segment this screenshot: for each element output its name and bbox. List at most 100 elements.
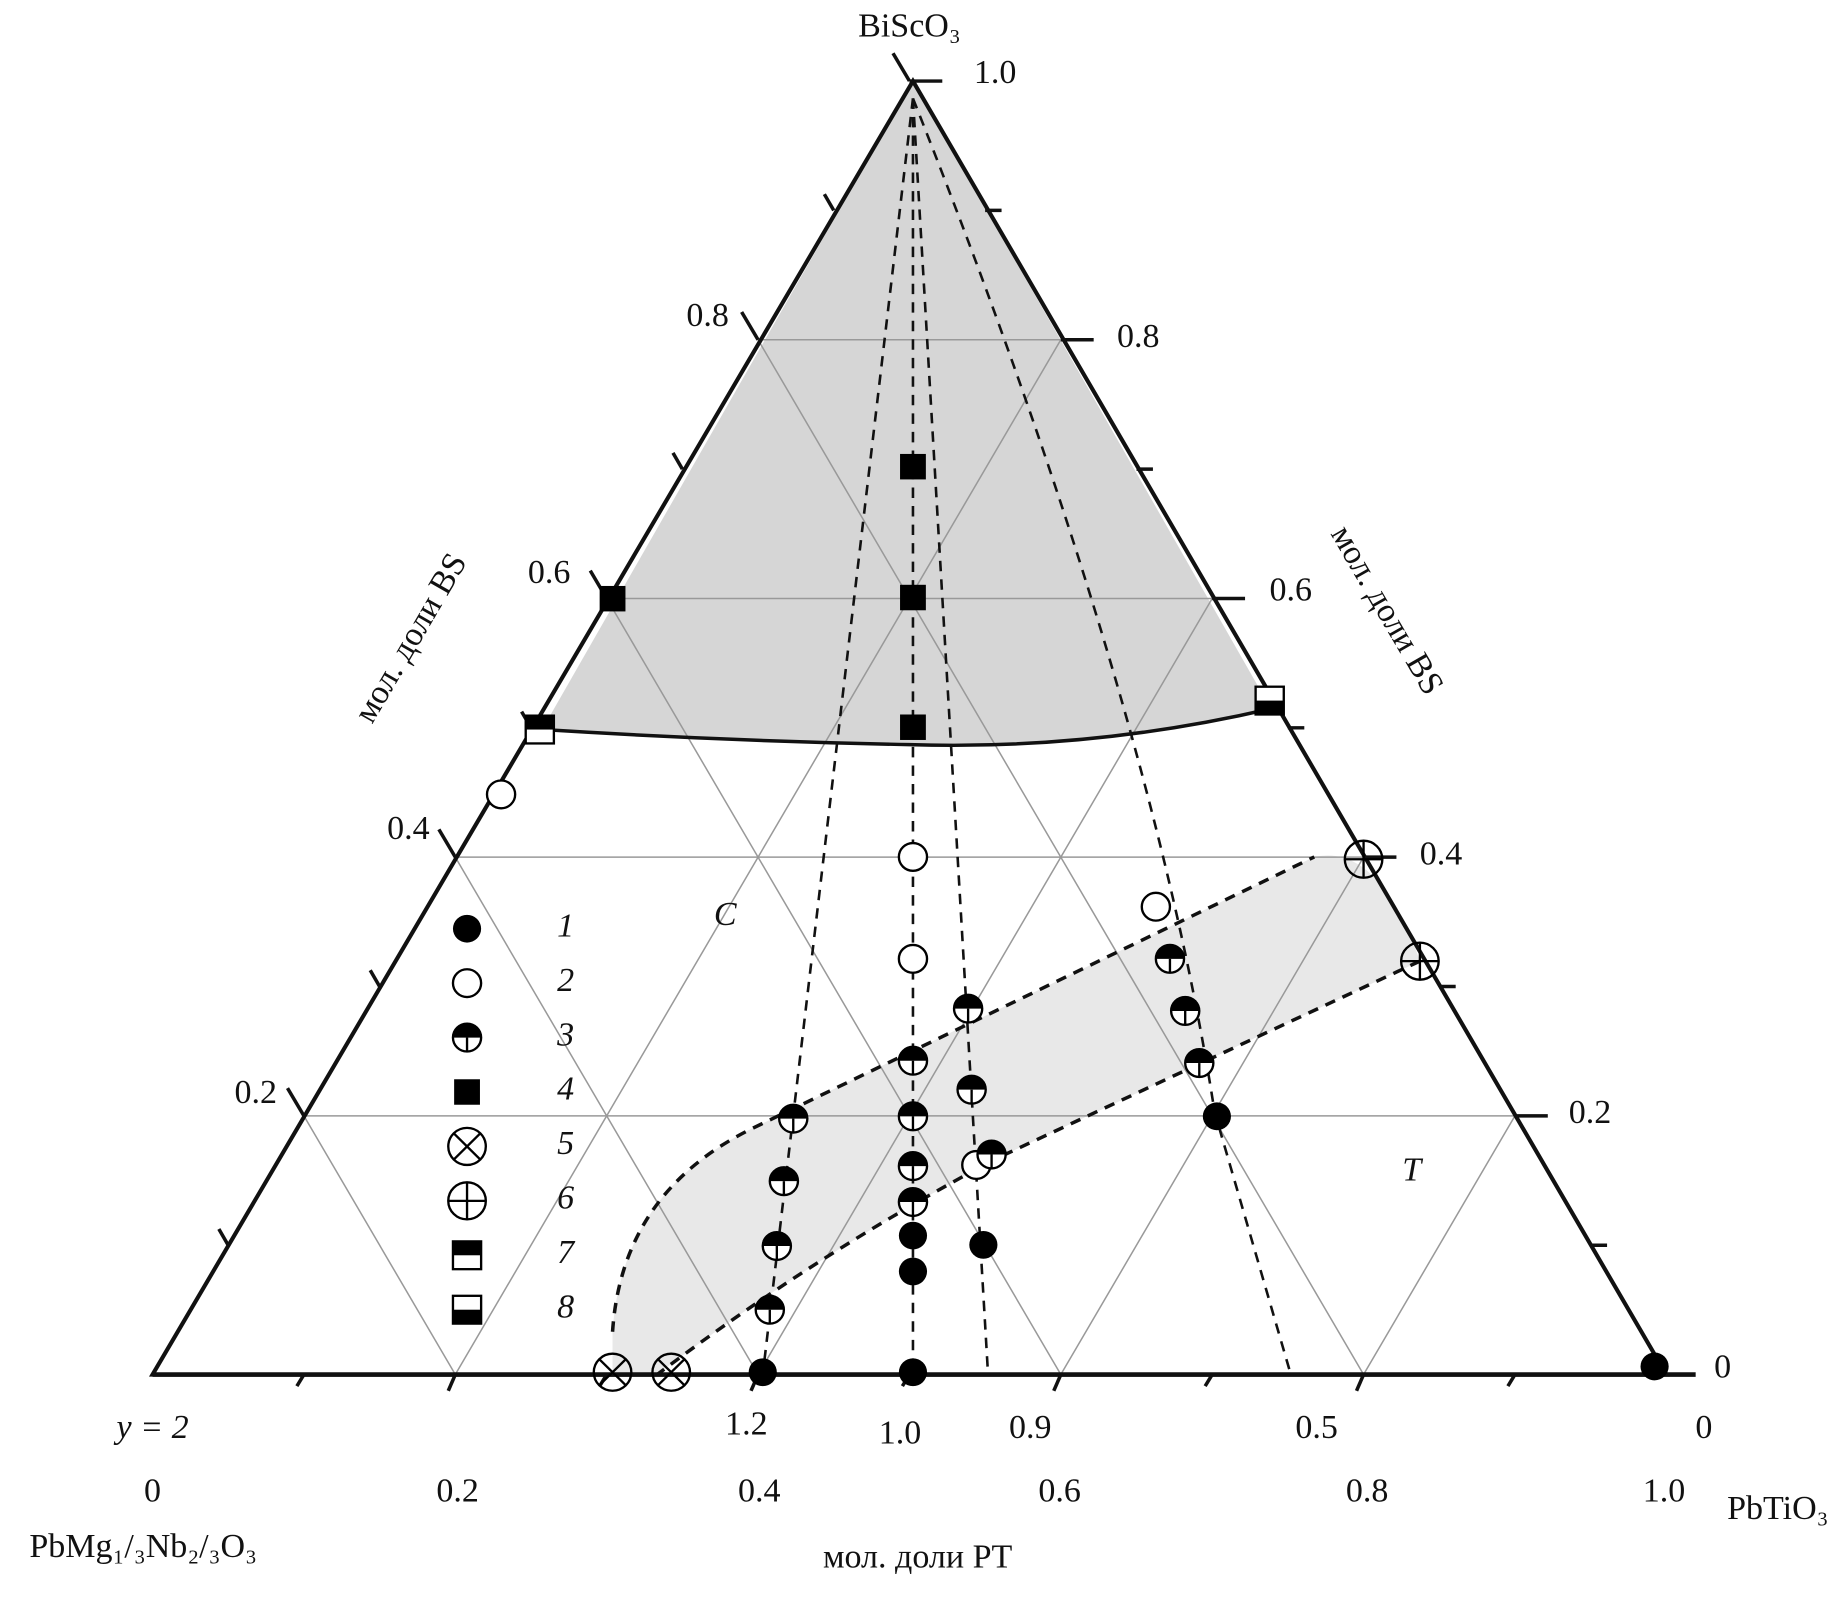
marker-ring [447, 1126, 487, 1167]
marker-square-half [525, 715, 554, 730]
tick [437, 828, 457, 859]
tick [891, 52, 911, 82]
y-label: 0.9 [1009, 1409, 1052, 1446]
tick-label: 0.6 [528, 554, 571, 591]
marker-half-top [898, 1188, 928, 1203]
marker-half-top [898, 1046, 928, 1061]
marker-ring [651, 1352, 692, 1392]
tick [295, 1373, 306, 1388]
tick-label: 0.4 [387, 810, 430, 847]
marker-cross [452, 1132, 482, 1161]
marker-half-top [954, 994, 983, 1009]
tick-label: 0.4 [738, 1473, 781, 1510]
marker-filled [452, 914, 482, 943]
marker-square-half [452, 1241, 482, 1256]
marker-filled [898, 1257, 928, 1286]
marker-ring [592, 1352, 633, 1392]
marker-half-top [1185, 1049, 1214, 1064]
tick-label: 0.2 [1569, 1094, 1612, 1131]
markers [485, 453, 1669, 1392]
marker-open [897, 841, 929, 872]
legend-label: 4 [557, 1071, 574, 1108]
tick-label: 0.6 [1038, 1473, 1081, 1510]
y-label: 1.2 [725, 1406, 768, 1443]
phase-boundary [542, 707, 1272, 748]
grid-line [757, 339, 1365, 1375]
marker-square-half [1255, 700, 1284, 715]
tick [217, 1228, 230, 1247]
shaded-region [542, 81, 1271, 746]
vertex-label: PbMg₁/₃Nb₂/₃O₃ [29, 1528, 257, 1565]
marker-filled [898, 1221, 928, 1250]
tick-label: 1.0 [974, 54, 1017, 91]
tick [1052, 1373, 1063, 1392]
tick-label: 0.6 [1270, 572, 1313, 609]
grid-line [303, 1115, 456, 1375]
tick [671, 452, 684, 470]
legend-label: 8 [557, 1289, 574, 1326]
tick-label: 0.2 [436, 1473, 479, 1510]
legend-label: 1 [557, 908, 574, 945]
marker-half-top [755, 1295, 784, 1310]
tick-label: 0.4 [1420, 836, 1463, 873]
marker-filled [1202, 1102, 1231, 1131]
marker-square [900, 584, 926, 611]
marker-square [900, 714, 926, 740]
marker-filled [898, 1358, 928, 1387]
marker-filled [969, 1230, 998, 1259]
tick [740, 311, 760, 341]
marker-open [1140, 891, 1172, 922]
tick [446, 1373, 457, 1392]
marker-square [454, 1079, 480, 1105]
tick [1506, 1373, 1517, 1388]
marker-open [897, 943, 929, 974]
marker-half-top [1155, 944, 1185, 959]
y-label: 0 [1695, 1409, 1712, 1446]
legend-label: 5 [557, 1125, 574, 1162]
y-label: 0.5 [1295, 1409, 1338, 1446]
tick [822, 193, 836, 212]
tick-label: 0.8 [686, 297, 729, 334]
axis-title: мол. доли BS [347, 547, 475, 729]
vertex-label: PbTiO₃ [1727, 1490, 1828, 1527]
axis-title: мол. доли BS [1323, 519, 1451, 701]
y-label: 1.0 [879, 1415, 922, 1452]
marker-half-top [769, 1167, 798, 1182]
tick-label: 0 [144, 1473, 161, 1510]
marker-square [599, 585, 626, 612]
legend-label: 6 [557, 1180, 574, 1217]
marker-half-top [1171, 997, 1200, 1011]
grid-line [757, 598, 1213, 1375]
marker-cross [657, 1358, 686, 1387]
marker-half-top [452, 1023, 482, 1038]
vertex-label: BiScO₃ [858, 8, 961, 45]
phase-label: C [714, 896, 737, 933]
tick [285, 1087, 306, 1117]
legend: 1 2 3 4 5 6 7 8 [447, 908, 576, 1326]
legend-label: 2 [557, 962, 574, 999]
y-label: y = 2 [113, 1409, 188, 1446]
tick [1203, 1373, 1214, 1388]
grid-line [454, 856, 759, 1375]
marker-filled [1640, 1352, 1669, 1381]
legend-label: 3 [556, 1016, 574, 1053]
tick-label: 0.8 [1117, 318, 1160, 355]
marker-square-half [452, 1309, 482, 1324]
marker-half-top [779, 1104, 808, 1119]
axis-title: мол. доли PT [823, 1539, 1013, 1576]
grid-line [1362, 1115, 1516, 1375]
tick-label: 0.8 [1346, 1473, 1389, 1510]
marker-square [900, 453, 926, 480]
band-boundary [610, 855, 1316, 1332]
marker-half-top [957, 1075, 986, 1090]
marker-half-top [762, 1232, 791, 1247]
marker-half-top [977, 1140, 1006, 1155]
band-region [612, 855, 1420, 1375]
marker-open [451, 968, 483, 999]
band-boundary [656, 959, 1421, 1376]
dashed-line [761, 98, 915, 1375]
tick-label: 0 [1714, 1349, 1731, 1386]
tick-label: 0.2 [235, 1074, 278, 1111]
